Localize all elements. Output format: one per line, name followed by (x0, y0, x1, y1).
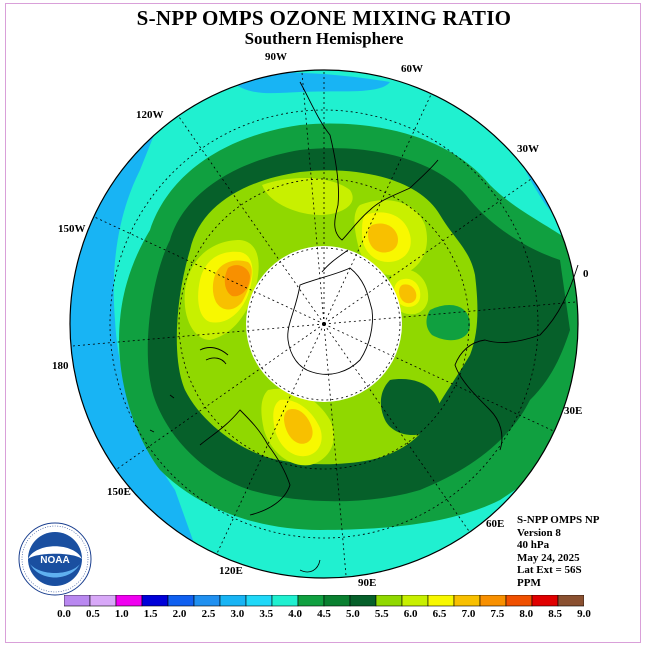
islands-coastline (134, 394, 321, 573)
info-lat-ext: Lat Ext = 56S (517, 564, 582, 576)
colorbar-swatch (427, 595, 455, 607)
map-boundary (69, 69, 579, 579)
meridian-line (323, 323, 347, 578)
colorbar-tick-label: 7.5 (490, 608, 505, 620)
colorbar-swatch (115, 595, 143, 607)
lon-label-0: 0 (583, 268, 589, 280)
info-date: May 24, 2025 (517, 551, 580, 564)
new-zealand-coastline (199, 347, 229, 365)
africa-coastline (454, 264, 579, 451)
south-pole-marker (322, 322, 326, 326)
lon-label-60w: 60W (401, 63, 423, 75)
colorbar-tick-label: 1.0 (114, 608, 129, 620)
meridian-line (301, 70, 325, 325)
colorbar-tick-label: 6.0 (403, 608, 418, 620)
lon-label-60e: 60E (486, 518, 505, 530)
lon-label-90e: 90E (358, 577, 377, 589)
band-5-0-inner (380, 379, 441, 435)
meridian-line (216, 323, 325, 555)
colorbar-tick-label: 5.5 (374, 608, 389, 620)
meridian-line (70, 323, 325, 347)
info-version: Version 8 (517, 526, 561, 539)
info-instrument: S-NPP OMPS NP (517, 514, 600, 526)
band-4-5-inner (426, 305, 470, 341)
colorbar-swatch (141, 595, 169, 607)
colorbar-tick-label: 2.0 (172, 608, 187, 620)
colorbar-swatch (271, 595, 299, 607)
meridian-line (323, 177, 533, 325)
noaa-logo-text: NOAA (40, 555, 69, 566)
colorbar-swatch (219, 595, 247, 607)
page-title: S-NPP OMPS OZONE MIXING RATIO (136, 6, 512, 30)
meridian-line (323, 323, 471, 533)
graticule (109, 70, 539, 539)
colorbar-swatch (453, 595, 481, 607)
colorbar-swatch (401, 595, 429, 607)
colorbar-tick-labels: 0.0 0.5 1.0 1.5 2.0 2.5 3.0 3.5 4.0 4.5 5.0 5.5 6.0 6… (0, 608, 648, 622)
info-block: S-NPP OMPS NP Version 8 40 hPa May 24, 2… (517, 514, 600, 589)
lon-label-150w: 150W (58, 223, 86, 235)
south-america-coastline (299, 81, 439, 241)
band-7-0-northeast (368, 223, 398, 253)
meridian-line (93, 216, 325, 325)
meridian-lines (70, 70, 578, 578)
colorbar-tick-label: 0.0 (57, 608, 71, 620)
band-7-0-south (284, 409, 313, 444)
meridian-line (115, 323, 325, 471)
page-subtitle: Southern Hemisphere (244, 29, 404, 48)
lon-label-180: 180 (52, 360, 69, 372)
lon-label-120w: 120W (136, 109, 164, 121)
meridian-line (323, 301, 578, 325)
band-6-0-north (262, 178, 353, 215)
colorbar (64, 595, 584, 607)
colorbar-swatch (531, 595, 559, 607)
colorbar-swatch (193, 595, 221, 607)
meridian-line (323, 323, 555, 432)
colorbar-tick-label: 2.5 (201, 608, 216, 620)
info-units: PPM (517, 576, 541, 589)
noaa-logo-icon: NOAA (18, 522, 92, 596)
meridian-line (323, 93, 432, 325)
colorbar-tick-label: 9.0 (577, 608, 591, 620)
colorbar-swatch (323, 595, 351, 607)
colorbar-swatch (375, 595, 403, 607)
colorbar-swatch (167, 595, 195, 607)
colorbar-tick-label: 3.0 (230, 608, 245, 620)
colorbar-swatch (89, 595, 117, 607)
colorbar-tick-label: 4.0 (288, 608, 302, 620)
meridian-line (177, 115, 325, 325)
australia-coastline (199, 409, 291, 516)
colorbar-swatch (64, 595, 91, 607)
colorbar-tick-label: 1.5 (143, 608, 158, 620)
colorbar-tick-label: 7.0 (461, 608, 476, 620)
lon-label-30e: 30E (564, 405, 583, 417)
band-3-5-north (225, 72, 390, 94)
colorbar-tick-label: 5.0 (346, 608, 360, 620)
band-7-0-east (399, 284, 417, 304)
colorbar-swatch (557, 595, 584, 607)
colorbar-swatch (349, 595, 377, 607)
colorbar-tick-label: 8.0 (519, 608, 534, 620)
lon-label-30w: 30W (517, 143, 539, 155)
colorbar-tick-label: 6.5 (432, 608, 447, 620)
colorbar-swatch (297, 595, 325, 607)
lon-label-90w: 90W (265, 51, 287, 63)
lon-label-120e: 120E (219, 565, 243, 577)
colorbar-swatch (479, 595, 507, 607)
band-7-5-west (224, 265, 250, 297)
colorbar-tick-label: 0.5 (86, 608, 100, 620)
info-level: 40 hPa (517, 539, 550, 551)
colorbar-tick-label: 4.5 (317, 608, 331, 620)
colorbar-tick-label: 3.5 (259, 608, 274, 620)
colorbar-tick-label: 8.5 (548, 608, 562, 620)
lon-label-150e: 150E (107, 486, 131, 498)
antarctic-peninsula (321, 249, 349, 273)
plot-frame (5, 3, 641, 643)
colorbar-swatch (505, 595, 533, 607)
colorbar-swatch (245, 595, 273, 607)
